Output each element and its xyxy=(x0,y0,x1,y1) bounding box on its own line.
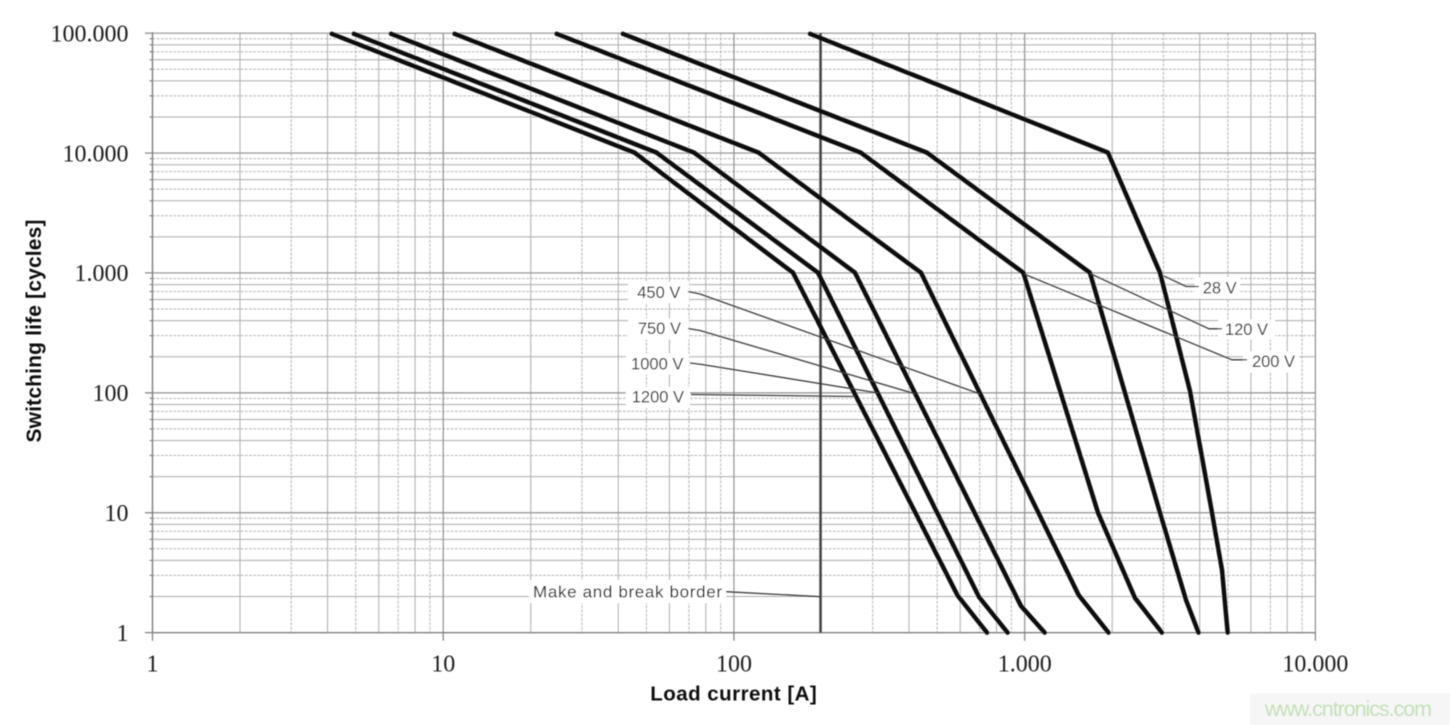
svg-text:1200 V: 1200 V xyxy=(632,389,684,407)
svg-text:28 V: 28 V xyxy=(1203,280,1237,298)
svg-text:Load current [A]: Load current [A] xyxy=(650,683,817,706)
svg-text:100: 100 xyxy=(716,652,752,678)
svg-text:10.000: 10.000 xyxy=(1282,652,1348,678)
svg-text:750 V: 750 V xyxy=(638,320,681,338)
svg-text:450 V: 450 V xyxy=(637,284,680,302)
svg-text:10: 10 xyxy=(105,501,129,527)
svg-text:www.cntronics.com: www.cntronics.com xyxy=(1264,697,1432,721)
svg-text:1: 1 xyxy=(147,652,159,678)
svg-text:1: 1 xyxy=(117,621,129,647)
svg-text:10.000: 10.000 xyxy=(63,141,129,167)
svg-text:1000 V: 1000 V xyxy=(631,355,683,373)
svg-text:200 V: 200 V xyxy=(1252,353,1295,371)
svg-text:1.000: 1.000 xyxy=(75,261,129,287)
svg-text:100.000: 100.000 xyxy=(51,21,129,47)
svg-text:Switching life [cycles]: Switching life [cycles] xyxy=(23,220,46,443)
svg-text:100: 100 xyxy=(93,381,129,407)
svg-text:1.000: 1.000 xyxy=(998,652,1052,678)
svg-text:120 V: 120 V xyxy=(1225,321,1268,339)
svg-text:10: 10 xyxy=(431,652,455,678)
svg-text:Make and break border: Make and break border xyxy=(533,583,722,602)
